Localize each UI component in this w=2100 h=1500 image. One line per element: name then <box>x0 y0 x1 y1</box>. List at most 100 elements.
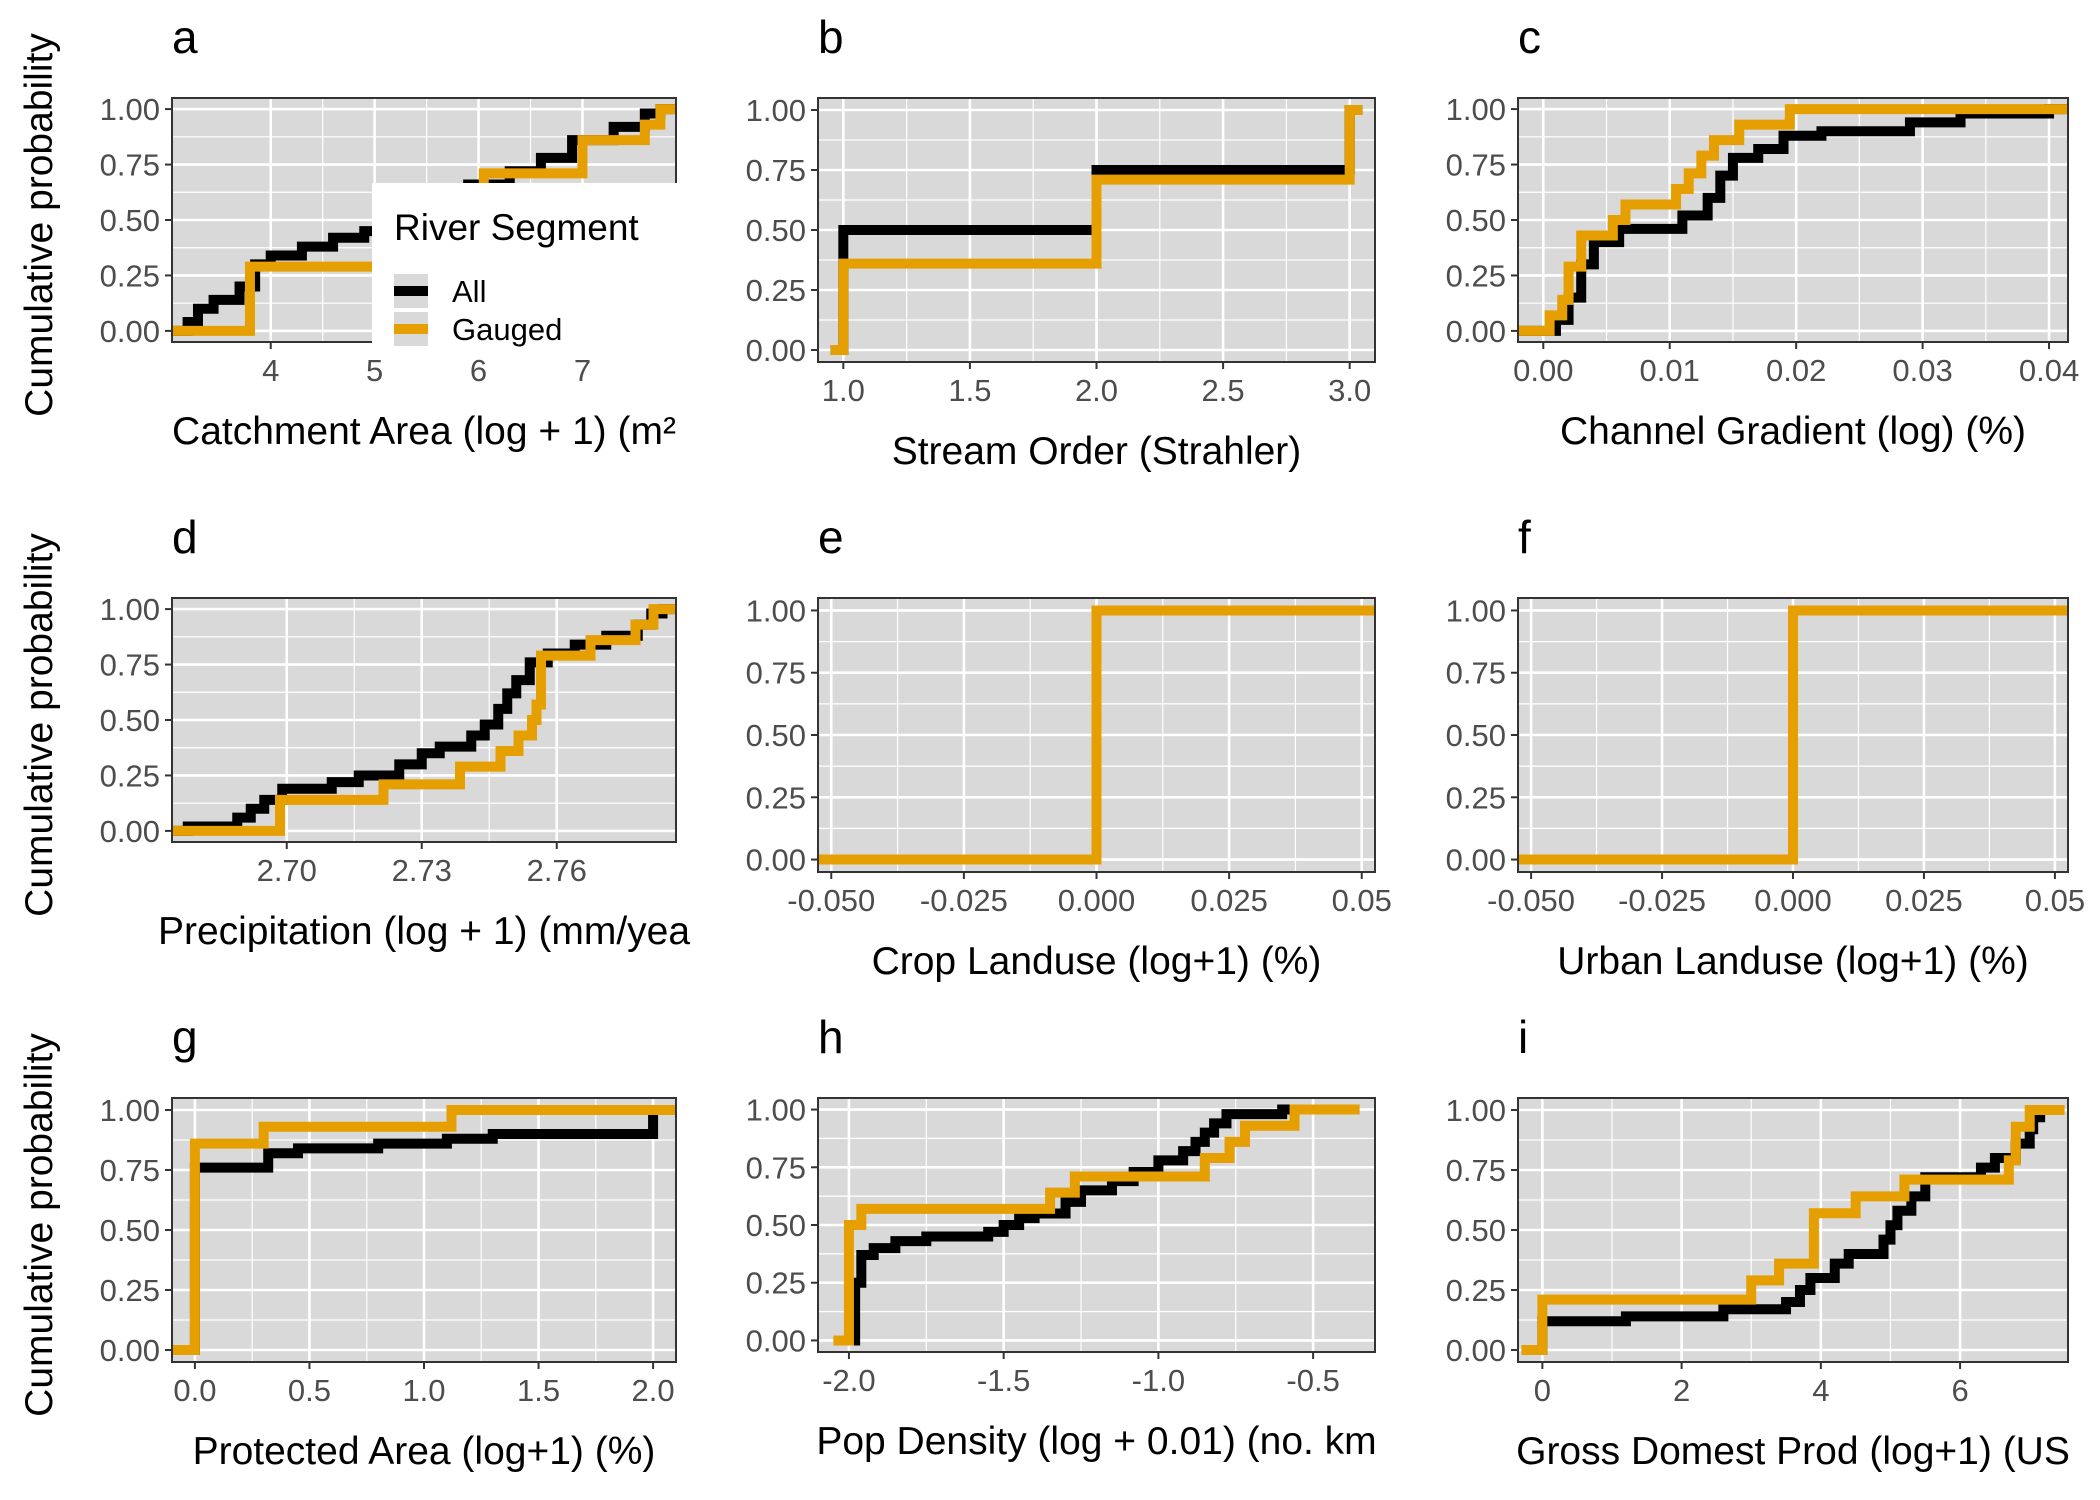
panel-e-series-group <box>818 605 1375 865</box>
panel-g-xtick-label: 2.0 <box>632 1373 675 1408</box>
panel-i-ytick-label: 0.00 <box>1446 1333 1506 1368</box>
panel-a-xlabel: Catchment Area (log + 1) (m² <box>172 410 676 453</box>
panel-h-xtick-label: -1.5 <box>977 1363 1030 1398</box>
panel-g-ytick-label: 1.00 <box>100 1093 160 1128</box>
panel-c-xtick-label: 0.01 <box>1640 353 1700 388</box>
panel-f-letter: f <box>1518 511 1531 563</box>
panel-c-ytick-label: 0.25 <box>1446 258 1506 293</box>
panel-f-ytick-label: 0.50 <box>1446 718 1506 753</box>
panel-g-xlabel: Protected Area (log+1) (%) <box>193 1430 656 1473</box>
panel-i: 0.00 0.25 0.50 0.75 1.00 0 2 4 6 Gross Domest Pro… <box>1446 1011 2070 1473</box>
panel-b-xtick-label: 1.0 <box>822 373 865 408</box>
panel-e-ytick-label: 0.00 <box>746 843 806 878</box>
panel-d-xtick-label: 2.73 <box>392 853 452 888</box>
panel-a-ytick-label: 0.00 <box>100 314 160 349</box>
panel-h: 0.00 0.25 0.50 0.75 1.00 -2.0 -1.5 -1.0 -0.5 Pop … <box>746 1011 1377 1463</box>
panel-d-ytick-label: 0.00 <box>100 814 160 849</box>
panel-f-xtick-label: -0.050 <box>1487 883 1575 918</box>
panel-i-xtick-label: 0 <box>1534 1373 1551 1408</box>
panel-c-ytick-label: 1.00 <box>1446 92 1506 127</box>
panel-a-ytick-label: 0.25 <box>100 258 160 293</box>
legend-label-all: All <box>452 274 486 309</box>
panel-g-xtick-label: 1.5 <box>517 1373 560 1408</box>
panel-g-ytick-label: 0.25 <box>100 1273 160 1308</box>
panel-a-ytick-label: 1.00 <box>100 92 160 127</box>
panel-b-ytick-label: 1.00 <box>746 93 806 128</box>
panel-g-xtick-label: 0.5 <box>288 1373 331 1408</box>
panel-c-series-all <box>1518 104 2068 336</box>
panel-d-letter: d <box>172 511 198 563</box>
panel-b-ytick-label: 0.00 <box>746 333 806 368</box>
panel-h-series-group <box>833 1104 1360 1346</box>
panel-i-series-gauged <box>1521 1105 2065 1355</box>
panel-e-xtick-label: -0.050 <box>787 883 875 918</box>
panel-i-xtick-label: 2 <box>1673 1373 1690 1408</box>
panel-i-series-all <box>1521 1105 2065 1355</box>
panel-b-xtick-label: 3.0 <box>1328 373 1371 408</box>
panel-g-xtick-label: 0.0 <box>173 1373 216 1408</box>
panel-e-letter: e <box>818 511 844 563</box>
panel-c-xlabel: Channel Gradient (log) (%) <box>1560 410 2026 453</box>
panel-d-xlabel: Precipitation (log + 1) (mm/yea <box>158 910 690 953</box>
panel-h-ytick-label: 1.00 <box>746 1093 806 1128</box>
panel-h-ytick-label: 0.00 <box>746 1323 806 1358</box>
panel-e-xtick-label: 0.025 <box>1190 883 1268 918</box>
y-axis-label-row-3: Cumulative probability <box>18 1033 61 1417</box>
panel-h-xlabel: Pop Density (log + 0.01) (no. km <box>816 1420 1376 1463</box>
panel-g-letter: g <box>172 1011 198 1063</box>
panel-f-ytick-label: 0.75 <box>1446 656 1506 691</box>
panel-f-xlabel: Urban Landuse (log+1) (%) <box>1557 940 2029 983</box>
legend: River Segment All Gauged <box>372 183 678 355</box>
panel-f-xtick-label: 0.000 <box>1754 883 1832 918</box>
panel-g-ytick-label: 0.75 <box>100 1153 160 1188</box>
panel-b-xtick-label: 2.0 <box>1075 373 1118 408</box>
panel-g-ytick-label: 0.00 <box>100 1333 160 1368</box>
panel-g-series-gauged <box>172 1105 676 1355</box>
panel-g-ytick-label: 0.50 <box>100 1213 160 1248</box>
panel-h-xtick-label: -2.0 <box>822 1363 875 1398</box>
panel-f-ytick-label: 0.25 <box>1446 780 1506 815</box>
panel-d-ytick-label: 0.50 <box>100 703 160 738</box>
panel-e-ytick-label: 0.50 <box>746 718 806 753</box>
panel-g-series-group <box>172 1105 676 1355</box>
panel-i-xtick-label: 6 <box>1951 1373 1968 1408</box>
panel-e-series-gauged <box>818 605 1375 865</box>
panel-i-ytick-label: 0.50 <box>1446 1213 1506 1248</box>
panel-b-series-gauged <box>830 105 1363 355</box>
panel-i-ytick-label: 0.25 <box>1446 1273 1506 1308</box>
panel-d-ytick-label: 0.25 <box>100 758 160 793</box>
panel-e-xtick-label: 0.05 <box>1332 883 1392 918</box>
panel-e-xtick-label: 0.000 <box>1058 883 1136 918</box>
panel-f-ytick-label: 1.00 <box>1446 593 1506 628</box>
panel-e-ytick-label: 0.25 <box>746 780 806 815</box>
panel-i-xlabel: Gross Domest Prod (log+1) (US <box>1516 1430 2070 1473</box>
panel-f-ytick-label: 0.00 <box>1446 843 1506 878</box>
panel-b-xlabel: Stream Order (Strahler) <box>892 430 1302 473</box>
panel-i-xtick-label: 4 <box>1812 1373 1829 1408</box>
panel-b-ytick-label: 0.25 <box>746 273 806 308</box>
panel-h-ytick-label: 0.75 <box>746 1150 806 1185</box>
panel-c-letter: c <box>1518 11 1541 63</box>
panel-d-xtick-label: 2.76 <box>527 853 587 888</box>
y-axis-label-row-1: Cumulative probability <box>18 33 61 417</box>
panel-i-ytick-label: 1.00 <box>1446 1093 1506 1128</box>
panel-f-xtick-label: 0.025 <box>1885 883 1963 918</box>
legend-title: River Segment <box>394 207 639 248</box>
panel-d-xtick-label: 2.70 <box>257 853 317 888</box>
panel-g-xtick-label: 1.0 <box>402 1373 445 1408</box>
panel-e-ytick-label: 1.00 <box>746 593 806 628</box>
panel-d: 0.00 0.25 0.50 0.75 1.00 2.70 2.73 2.76 Precipit… <box>100 511 691 953</box>
panel-c-xtick-label: 0.00 <box>1513 353 1573 388</box>
panel-a-xtick-label: 5 <box>366 353 383 388</box>
panel-a-xtick-label: 7 <box>574 353 591 388</box>
panel-c-series-gauged <box>1518 104 2068 336</box>
panel-f-series-gauged <box>1518 605 2068 865</box>
panel-h-ytick-label: 0.50 <box>746 1208 806 1243</box>
panel-b-xtick-label: 2.5 <box>1202 373 1245 408</box>
panel-e-xtick-label: -0.025 <box>920 883 1008 918</box>
panel-b-letter: b <box>818 11 844 63</box>
panel-b-ytick-label: 0.75 <box>746 153 806 188</box>
panel-c-ytick-label: 0.00 <box>1446 314 1506 349</box>
panel-h-xtick-label: -1.0 <box>1132 1363 1185 1398</box>
